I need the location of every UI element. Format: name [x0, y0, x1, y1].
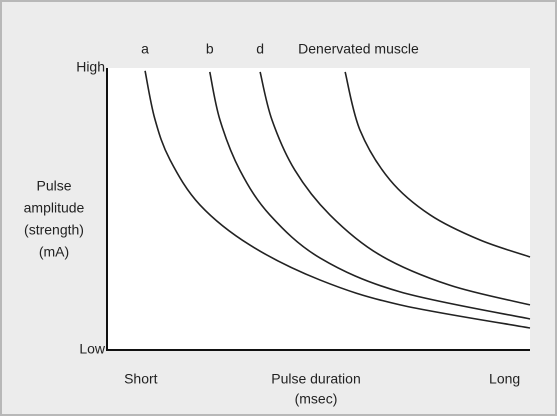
x-axis-label: (msec) [295, 391, 338, 407]
curve [344, 71, 531, 258]
curve [209, 71, 531, 320]
curve [259, 71, 531, 306]
plot-area [107, 68, 530, 350]
y-tick-label: Low [79, 341, 106, 357]
curve-label: a [141, 41, 149, 57]
curve-label: b [206, 41, 214, 57]
curve-label: d [256, 41, 264, 57]
x-tick-label: Short [124, 371, 158, 387]
y-axis-label: Pulse [36, 178, 71, 194]
y-axis-label: amplitude [24, 200, 85, 216]
y-axis-label: (strength) [24, 222, 84, 238]
curve [144, 70, 531, 329]
y-tick-label: High [76, 59, 105, 75]
x-tick-label: Long [489, 371, 520, 387]
x-axis-label: Pulse duration [271, 371, 361, 387]
y-axis-label: (mA) [39, 244, 69, 260]
curve-label: Denervated muscle [298, 41, 419, 57]
